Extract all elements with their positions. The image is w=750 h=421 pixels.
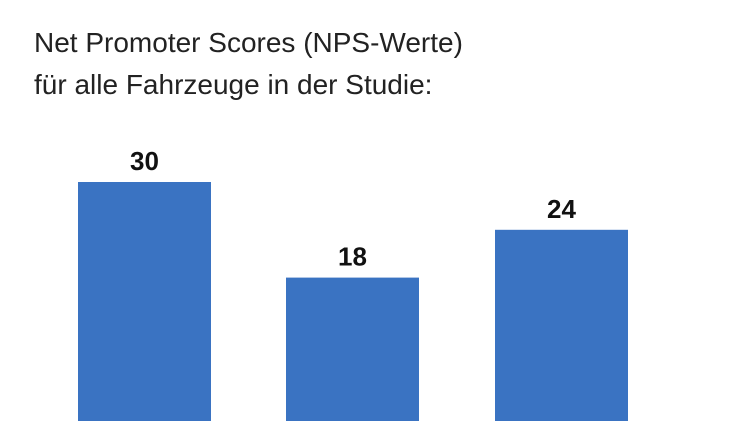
bar-value-label-2: 18	[338, 242, 367, 272]
bar-value-label-3: 24	[547, 194, 576, 224]
bar-2	[286, 277, 419, 421]
bar-value-label-1: 30	[130, 146, 159, 176]
chart-title-line-2: für alle Fahrzeuge in der Studie:	[34, 69, 433, 100]
bar-1	[78, 182, 211, 421]
bar-3	[495, 229, 628, 421]
chart-title: Net Promoter Scores (NPS-Werte) für alle…	[34, 22, 463, 106]
chart-title-line-1: Net Promoter Scores (NPS-Werte)	[34, 27, 463, 58]
